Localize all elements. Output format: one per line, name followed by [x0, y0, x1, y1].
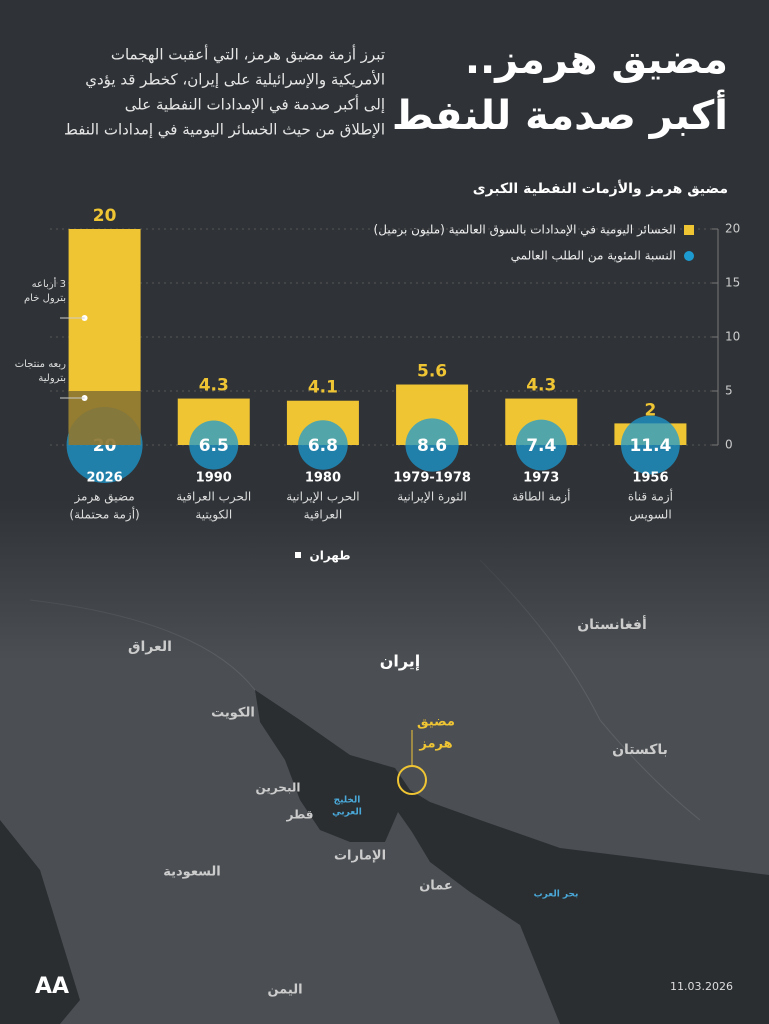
- map-label: أفغانستان: [577, 615, 647, 633]
- chart-title: مضيق هرمز والأزمات النفطية الكبرى: [473, 180, 728, 197]
- bar-label: 20: [93, 206, 117, 226]
- annotation-label: ربعه منتجات: [15, 359, 66, 370]
- legend-label: النسبة المئوية من الطلب العالمي: [511, 249, 676, 264]
- map: [0, 500, 769, 1024]
- map-label: باكستان: [612, 742, 668, 758]
- y-tick-label: 0: [725, 438, 733, 452]
- x-tick-sublabel: مضيق هرمز: [73, 490, 134, 505]
- intro: الإطلاق من حيث الخسائر اليومية في إمدادا…: [64, 121, 385, 140]
- map-labels: طهران أفغانستان العراق إيران الكويت مضيق هرمز ب…: [35, 549, 733, 1000]
- y-tick-label: 10: [725, 330, 740, 344]
- share-circle: [189, 420, 239, 470]
- annotation-label: بترول خام: [24, 293, 66, 304]
- x-tick-sublabel: الحرب الإيرانية: [286, 490, 359, 505]
- map-label: طهران: [309, 549, 350, 563]
- x-tick-label: 2026: [86, 471, 122, 486]
- logo: AA: [35, 974, 69, 999]
- x-tick-sublabel: الحرب العراقية: [176, 490, 251, 505]
- x-tick-sublabel: الكويتية: [195, 508, 232, 523]
- circle-label: 6.8: [308, 436, 338, 456]
- x-tick-sublabel: (أزمة محتملة): [69, 507, 139, 523]
- map-label: عمان: [419, 879, 453, 894]
- y-tick-label: 15: [725, 276, 740, 290]
- share-circle: [621, 415, 680, 475]
- x-tick-sublabel: السويس: [629, 508, 672, 523]
- y-tick-label: 5: [725, 384, 733, 398]
- share-circle: [298, 420, 348, 470]
- title: مضيق هرمز..: [465, 37, 728, 83]
- map-label: اليمن: [267, 983, 302, 998]
- map-label: الإمارات: [334, 849, 386, 864]
- x-tick-sublabel: أزمة قناة: [628, 489, 673, 505]
- annotation-label: بترولية: [38, 373, 66, 384]
- bar-segment: [69, 229, 141, 391]
- x-tick-label: 1973: [523, 471, 559, 486]
- title: أكبر صدمة للنفط: [392, 89, 728, 139]
- map-label: العربي: [332, 808, 362, 818]
- circle-label: 7.4: [526, 436, 556, 456]
- x-tick-sublabel: الثورة الإيرانية: [397, 490, 467, 505]
- map-label: هرمز: [418, 737, 452, 752]
- city-marker: [295, 552, 301, 558]
- map-label: السعودية: [163, 865, 221, 880]
- legend-swatch: [684, 251, 694, 261]
- map-label: الخليج: [334, 796, 361, 806]
- map-label: مضيق: [417, 715, 455, 730]
- map-label: البحرين: [256, 781, 301, 795]
- bar-label: 2: [644, 400, 656, 420]
- header: مضيق هرمز.. أكبر صدمة للنفط تبرز أزمة مضيق…: [64, 37, 728, 140]
- bar-label: 4.1: [308, 378, 338, 398]
- map-label: الكويت: [211, 706, 255, 721]
- map-label: قطر: [285, 808, 313, 822]
- circle-label: 11.4: [629, 436, 671, 456]
- circle-label: 8.6: [417, 436, 447, 456]
- intro: إلى أكبر صدمة في الإمدادات النفطية على: [125, 95, 385, 115]
- share-circle: [515, 419, 567, 471]
- map-label: العراق: [128, 639, 172, 655]
- bar-label: 4.3: [199, 376, 229, 396]
- x-tick-label: 1979-1978: [393, 471, 471, 486]
- y-tick-label: 20: [725, 222, 740, 236]
- legend-label: الخسائر اليومية في الإمدادات بالسوق العا…: [374, 223, 676, 238]
- x-tick-sublabel: أزمة الطاقة: [512, 489, 570, 505]
- chart: مضيق هرمز والأزمات النفطية الكبرى 0 5 10 15 2…: [15, 180, 741, 523]
- map-label: بحر العرب: [534, 890, 579, 900]
- map-label: إيران: [380, 652, 421, 671]
- circle-label: 6.5: [199, 436, 229, 456]
- bar-segment: [68, 391, 141, 445]
- x-tick-label: 1990: [196, 471, 232, 486]
- bar-label: 4.3: [526, 376, 556, 396]
- intro: الأمريكية والإسرائيلية على إيران، كخطر ق…: [85, 70, 385, 90]
- share-circle: [405, 418, 459, 472]
- x-tick-label: 1980: [305, 471, 341, 486]
- legend-swatch: [684, 225, 694, 235]
- annotation-label: 3 أرباعه: [32, 277, 66, 290]
- date: 11.03.2026: [670, 980, 733, 993]
- bar-label: 5.6: [417, 362, 447, 382]
- x-tick-label: 1956: [632, 471, 668, 486]
- intro: تبرز أزمة مضيق هرمز، التي أعقبت الهجمات: [111, 45, 385, 65]
- x-tick-sublabel: العراقية: [304, 508, 343, 523]
